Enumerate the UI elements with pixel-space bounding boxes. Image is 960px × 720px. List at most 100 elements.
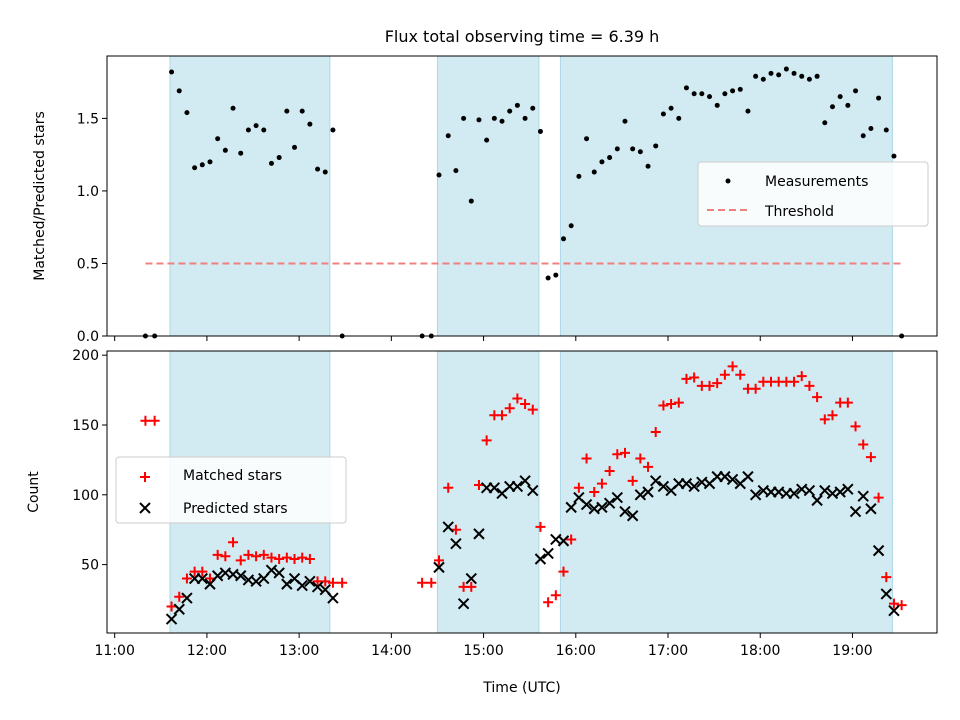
matched-star-point (243, 549, 254, 560)
predicted-star-point (211, 570, 224, 582)
measurement-point (192, 165, 198, 171)
xtick-label: 15:00 (463, 643, 503, 659)
predicted-star-point (527, 484, 539, 497)
measurement-point (545, 275, 551, 281)
bottom-y-ticks: 50 100 150 200 (72, 348, 107, 574)
predicted-star-point (888, 604, 900, 617)
matched-star-point (327, 577, 338, 588)
matched-star-point (566, 534, 577, 545)
legend-marker-predicted (139, 502, 151, 514)
bottom-y-axis-label: Count (26, 471, 42, 513)
predicted-star-point (849, 505, 862, 518)
measurement-point (584, 136, 590, 142)
measurement-point (491, 115, 497, 121)
matched-star-point (881, 572, 892, 583)
matched-star-point (719, 369, 730, 380)
measurement-point (461, 115, 467, 121)
predicted-star-point (880, 588, 892, 600)
matched-star-point (251, 551, 262, 562)
bottom-axes-frame (106, 350, 938, 634)
observing-window-2 (436, 55, 540, 337)
matched-star-point (543, 597, 554, 608)
predicted-star-point (488, 482, 501, 494)
measurement-point (853, 88, 859, 94)
predicted-star-point (819, 484, 831, 497)
measurement-point (637, 149, 643, 155)
matched-star-point (481, 435, 492, 446)
observing-window-2 (436, 350, 540, 634)
measurement-point (299, 108, 305, 114)
matched-star-point (228, 537, 239, 548)
matched-star-point (789, 376, 800, 387)
count-panel: 50 100 150 200 11:00 12:00 13:00 14:00 15:00 16:… (26, 348, 938, 696)
measurement-point (222, 147, 228, 153)
top-y-axis-label: Matched/Predicted stars (32, 111, 48, 281)
predicted-star-point (196, 572, 209, 585)
xtick-label: 14:00 (371, 643, 411, 659)
measurement-point (799, 73, 805, 79)
measurement-point (253, 123, 259, 129)
matched-star-point (858, 439, 869, 450)
matched-star-point (466, 581, 477, 592)
measurement-point (507, 108, 513, 114)
predicted-star-point (742, 470, 754, 483)
measurement-point (607, 155, 613, 161)
measurement-point (292, 144, 298, 150)
measurement-point (553, 272, 559, 278)
measurement-point (230, 105, 236, 111)
matched-star-point (589, 487, 600, 497)
matched-star-point (258, 549, 269, 560)
matched-star-point (842, 397, 853, 408)
measurement-point (207, 159, 213, 165)
matched-star-point (712, 378, 723, 389)
measurement-point (722, 91, 728, 97)
matched-star-point (658, 400, 669, 411)
measurement-point (653, 143, 659, 149)
predicted-star-point (726, 473, 739, 486)
measurement-point (668, 105, 674, 111)
measurement-point (276, 155, 282, 161)
predicted-star-point (311, 581, 324, 593)
measurement-point (522, 115, 528, 121)
measurement-point (215, 136, 221, 142)
ratio-panel: Flux total observing time = 6.39 h 0.00.… (32, 27, 938, 345)
measurement-point (676, 115, 682, 121)
measurement-point (714, 102, 720, 108)
measurement-point (245, 127, 251, 133)
measurement-point (737, 86, 743, 92)
predicted-star-point (749, 489, 762, 501)
measurement-point (530, 105, 536, 111)
matched-star-point (635, 453, 646, 464)
predicted-star-point (872, 544, 885, 557)
predicted-star-point (626, 510, 639, 522)
xtick-label: 19:00 (832, 643, 872, 659)
measurement-point (776, 72, 782, 78)
predicted-star-point (519, 475, 531, 487)
measurement-point (683, 85, 689, 91)
xtick-label: 11:00 (95, 643, 135, 659)
predicted-star-point (296, 579, 308, 592)
matched-star-point (504, 403, 515, 414)
measurement-point (660, 111, 666, 117)
matched-star-point (235, 555, 246, 566)
xtick-label: 12:00 (187, 643, 227, 659)
predicted-star-point (304, 575, 316, 588)
top-legend-box (697, 161, 929, 227)
predicted-star-point (865, 503, 877, 515)
measurement-point (176, 88, 182, 94)
matched-star-point (650, 426, 661, 437)
predicted-star-point (657, 480, 670, 493)
measurement-point (645, 163, 651, 169)
measurement-point (599, 159, 605, 165)
matched-star-point (289, 554, 300, 565)
measurement-point (184, 110, 190, 116)
measurement-point (814, 73, 820, 79)
predicted-star-point (634, 489, 647, 501)
predicted-star-point (534, 553, 547, 565)
predicted-star-point (473, 528, 485, 540)
measurement-point (284, 108, 290, 114)
xtick-label: 13:00 (279, 643, 319, 659)
predicted-star-point (619, 505, 631, 518)
matched-star-point (604, 466, 615, 477)
